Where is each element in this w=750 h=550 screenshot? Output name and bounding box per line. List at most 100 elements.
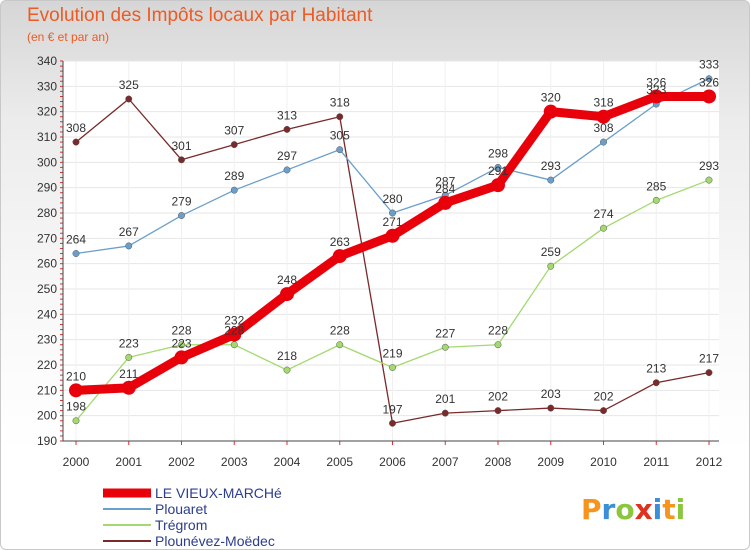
series-point-2 xyxy=(72,417,80,425)
series-point-0 xyxy=(121,380,136,395)
data-label-1: 323 xyxy=(646,83,666,97)
data-label-1: 264 xyxy=(66,233,86,247)
x-tick-label: 2010 xyxy=(590,455,617,469)
x-tick-label: 2008 xyxy=(485,455,512,469)
data-label-0: 210 xyxy=(66,369,86,383)
data-label-0: 271 xyxy=(382,215,402,229)
series-point-1 xyxy=(336,146,344,154)
series-point-2 xyxy=(178,341,185,349)
series-point-3 xyxy=(283,125,291,133)
series-point-3 xyxy=(705,369,713,377)
y-tick-label: 190 xyxy=(37,434,57,448)
x-tick-label: 2000 xyxy=(63,455,90,469)
data-label-1: 298 xyxy=(488,146,508,160)
data-label-2: 285 xyxy=(646,179,666,193)
y-tick-label: 230 xyxy=(37,333,57,347)
series-point-1 xyxy=(125,242,133,250)
data-label-0: 223 xyxy=(171,336,191,350)
series-point-0 xyxy=(174,350,189,365)
logo-o: o xyxy=(615,493,634,526)
y-tick-label: 280 xyxy=(37,206,57,220)
y-tick-label: 200 xyxy=(37,409,57,423)
data-label-0: 232 xyxy=(224,314,244,328)
data-label-2: 228 xyxy=(171,324,191,338)
series-point-1 xyxy=(494,163,502,171)
series-point-2 xyxy=(600,224,607,232)
logo-x: x xyxy=(635,493,653,526)
series-point-0 xyxy=(491,178,505,193)
legend-label-0: LE VIEUX-MARCHé xyxy=(155,485,282,501)
series-point-0 xyxy=(702,89,716,104)
x-tick-label: 2005 xyxy=(326,455,353,469)
data-label-3: 313 xyxy=(277,108,297,122)
data-label-2: 227 xyxy=(435,326,455,340)
series-point-2 xyxy=(125,353,133,361)
data-label-3: 318 xyxy=(330,96,350,110)
series-point-0 xyxy=(332,249,347,264)
data-label-3: 217 xyxy=(699,352,719,366)
x-tick-label: 2001 xyxy=(115,455,142,469)
series-point-1 xyxy=(283,166,291,174)
series-point-2 xyxy=(547,262,555,270)
y-tick-label: 260 xyxy=(37,257,57,271)
data-label-2: 218 xyxy=(277,349,297,363)
y-tick-label: 320 xyxy=(37,105,57,119)
y-tick-label: 310 xyxy=(37,130,57,144)
data-label-0: 284 xyxy=(435,182,455,196)
x-tick-label: 2009 xyxy=(537,455,564,469)
x-tick-label: 2004 xyxy=(274,455,301,469)
x-tick-label: 2006 xyxy=(379,455,406,469)
data-label-3: 197 xyxy=(382,402,402,416)
chart-series xyxy=(69,75,716,427)
logo-i2: i xyxy=(676,493,686,526)
data-label-0: 326 xyxy=(699,75,719,89)
data-label-0: 291 xyxy=(488,164,508,178)
y-tick-label: 220 xyxy=(37,358,57,372)
data-label-1: 333 xyxy=(699,58,719,72)
series-point-2 xyxy=(389,364,396,371)
series-point-0 xyxy=(543,104,558,119)
data-label-3: 307 xyxy=(224,124,244,138)
data-label-0: 211 xyxy=(119,367,138,381)
data-label-1: 297 xyxy=(277,149,297,163)
series-point-1 xyxy=(230,186,238,194)
y-tick-label: 270 xyxy=(37,231,57,245)
series-point-2 xyxy=(283,366,291,374)
plot-area xyxy=(63,61,719,441)
series-point-2 xyxy=(230,341,238,349)
series-point-3 xyxy=(600,407,607,415)
proxiti-logo: Proxiti xyxy=(581,493,685,526)
data-label-2: 198 xyxy=(66,400,86,414)
data-label-1: 287 xyxy=(435,174,455,188)
data-label-2: 274 xyxy=(593,207,613,221)
logo-r: r xyxy=(602,493,616,526)
data-label-0: 248 xyxy=(277,273,297,287)
series-point-3 xyxy=(547,404,555,412)
series-point-2 xyxy=(441,343,449,351)
logo-i1: i xyxy=(653,493,663,526)
data-label-2: 293 xyxy=(699,159,719,173)
data-label-3: 202 xyxy=(593,390,613,404)
data-label-0: 263 xyxy=(330,235,350,249)
y-tick-label: 300 xyxy=(37,155,57,169)
series-point-0 xyxy=(438,195,453,210)
series-point-2 xyxy=(336,341,344,349)
chart-axes: 190 200 210 220 230 240 250 260 270 280 290 300 310 3… xyxy=(37,54,723,469)
series-point-0 xyxy=(596,109,611,124)
data-label-0: 320 xyxy=(541,91,561,105)
series-point-2 xyxy=(494,341,502,349)
data-label-2: 228 xyxy=(224,324,244,338)
series-point-1 xyxy=(600,138,607,146)
series-point-1 xyxy=(389,209,396,217)
data-label-1: 267 xyxy=(119,225,139,239)
legend-label-3: Plounévez-Moëdec xyxy=(155,533,275,549)
series-point-0 xyxy=(280,287,294,302)
legend-label-2: Trégrom xyxy=(155,517,207,533)
data-label-2: 228 xyxy=(488,324,508,338)
data-label-1: 289 xyxy=(224,169,244,183)
data-label-1: 305 xyxy=(330,129,350,143)
chart-title: Evolution des Impôts locaux par Habitant xyxy=(27,5,373,26)
data-label-2: 259 xyxy=(541,245,561,259)
